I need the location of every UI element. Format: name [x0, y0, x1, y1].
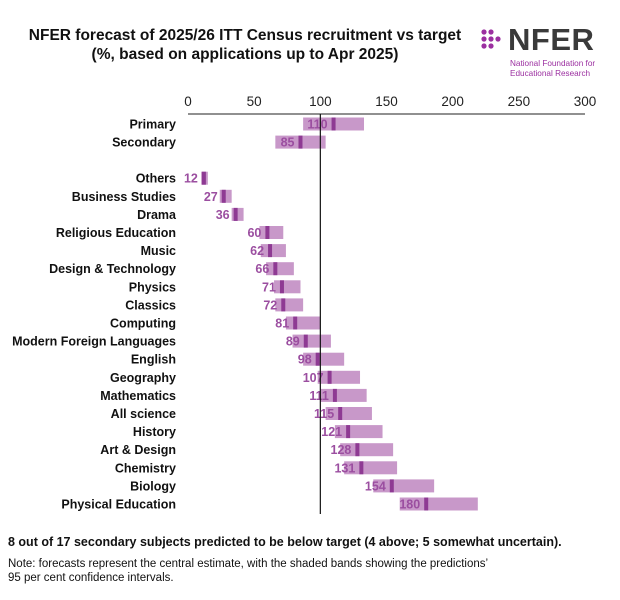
category-label: Chemistry [115, 461, 176, 475]
value-label: 60 [247, 226, 261, 240]
estimate-marker [327, 370, 332, 384]
confidence-band [303, 352, 345, 366]
confidence-band [340, 443, 394, 457]
value-label: 128 [331, 443, 352, 457]
category-label: Music [141, 244, 176, 258]
summary-text: 8 out of 17 secondary subjects predicted… [8, 535, 562, 549]
category-label: History [133, 425, 176, 439]
logo-wordmark: NFER [508, 22, 595, 57]
category-label: Mathematics [100, 389, 176, 403]
category-label: English [131, 353, 176, 367]
estimate-marker [201, 171, 206, 185]
value-label: 36 [216, 208, 230, 222]
category-label: Geography [110, 371, 176, 385]
category-label: Business Studies [72, 190, 176, 204]
value-label: 98 [298, 353, 312, 367]
value-label: 85 [281, 136, 295, 150]
value-label: 154 [365, 479, 386, 493]
x-tick-label: 250 [508, 94, 531, 109]
category-label: Modern Foreign Languages [12, 335, 176, 349]
nfer-dots-icon [481, 29, 501, 49]
note-line1: Note: forecasts represent the central es… [8, 558, 489, 570]
estimate-marker [315, 352, 320, 366]
estimate-marker [338, 407, 343, 420]
estimate-marker [268, 244, 273, 258]
value-label: 62 [250, 244, 264, 258]
x-tick-label: 50 [247, 94, 262, 109]
estimate-marker [303, 334, 308, 348]
x-tick-label: 100 [309, 94, 332, 109]
estimate-marker [233, 207, 238, 221]
confidence-band [285, 316, 321, 330]
estimate-marker [298, 135, 303, 149]
logo-subtitle: National Foundation for Educational Rese… [510, 59, 595, 79]
estimate-marker [389, 479, 394, 493]
x-tick-label: 0 [184, 94, 192, 109]
note-text: Note: forecasts represent the central es… [8, 557, 608, 585]
value-label: 81 [275, 317, 289, 331]
confidence-band [344, 461, 398, 475]
confidence-band [325, 407, 372, 420]
category-label: Biology [130, 479, 176, 493]
category-label: All science [111, 407, 176, 421]
note-line2: 95 per cent confidence intervals. [8, 572, 174, 584]
confidence-band [292, 334, 331, 348]
category-label: Secondary [112, 136, 176, 150]
value-label: 12 [184, 172, 198, 186]
estimate-marker [265, 226, 270, 239]
estimate-marker [346, 425, 351, 439]
category-label: Classics [125, 298, 176, 312]
category-label: Design & Technology [49, 262, 176, 276]
value-label: 66 [255, 262, 269, 276]
estimate-marker [332, 388, 337, 402]
estimate-marker [359, 461, 364, 475]
value-label: 180 [399, 498, 420, 512]
value-label: 107 [303, 371, 324, 385]
value-label: 89 [286, 335, 300, 349]
estimate-marker [355, 443, 360, 457]
estimate-marker [331, 117, 336, 131]
confidence-band [317, 370, 361, 384]
confidence-band [320, 388, 367, 402]
estimate-marker [279, 280, 284, 294]
x-tick-label: 300 [574, 94, 597, 109]
value-label: 110 [307, 118, 327, 132]
confidence-band [275, 298, 304, 312]
value-label: 131 [334, 461, 355, 475]
category-label: Physics [129, 280, 176, 294]
category-label: Physical Education [61, 498, 176, 512]
confidence-band [259, 226, 284, 239]
value-label: 115 [314, 407, 334, 421]
estimate-marker [281, 298, 286, 312]
value-label: 121 [321, 425, 342, 439]
chart-title-line2: (%, based on applications up to Apr 2025… [91, 46, 399, 63]
forecast-bar-chart: 0 50 100 150 200 250 300 Primary 110 Secondary 85 O… [12, 94, 597, 514]
x-tick-label: 200 [441, 94, 464, 109]
category-label: Art & Design [100, 443, 176, 457]
value-label: 71 [262, 280, 276, 294]
confidence-band [260, 244, 286, 258]
chart-title: NFER forecast of 2025/26 ITT Census recr… [10, 26, 480, 64]
confidence-band [373, 479, 435, 493]
logo-subtitle-line1: National Foundation for [510, 59, 596, 68]
value-label: 111 [309, 389, 329, 403]
estimate-marker [221, 189, 226, 203]
category-label: Others [136, 172, 176, 186]
x-tick-label: 150 [375, 94, 398, 109]
estimate-marker [424, 497, 429, 511]
value-label: 72 [263, 298, 277, 312]
value-label: 27 [204, 190, 218, 204]
chart-title-line1: NFER forecast of 2025/26 ITT Census recr… [28, 27, 462, 44]
estimate-marker [293, 316, 298, 330]
estimate-marker [273, 262, 278, 276]
confidence-band [266, 262, 294, 276]
category-label: Drama [137, 208, 177, 222]
logo-subtitle-line2: Educational Research [510, 69, 591, 78]
nfer-logo: NFER National Foundation for Educational… [480, 22, 610, 86]
confidence-band [399, 497, 478, 511]
confidence-band [274, 280, 301, 294]
category-label: Religious Education [56, 226, 176, 240]
category-label: Primary [129, 118, 176, 132]
category-label: Computing [110, 317, 176, 331]
